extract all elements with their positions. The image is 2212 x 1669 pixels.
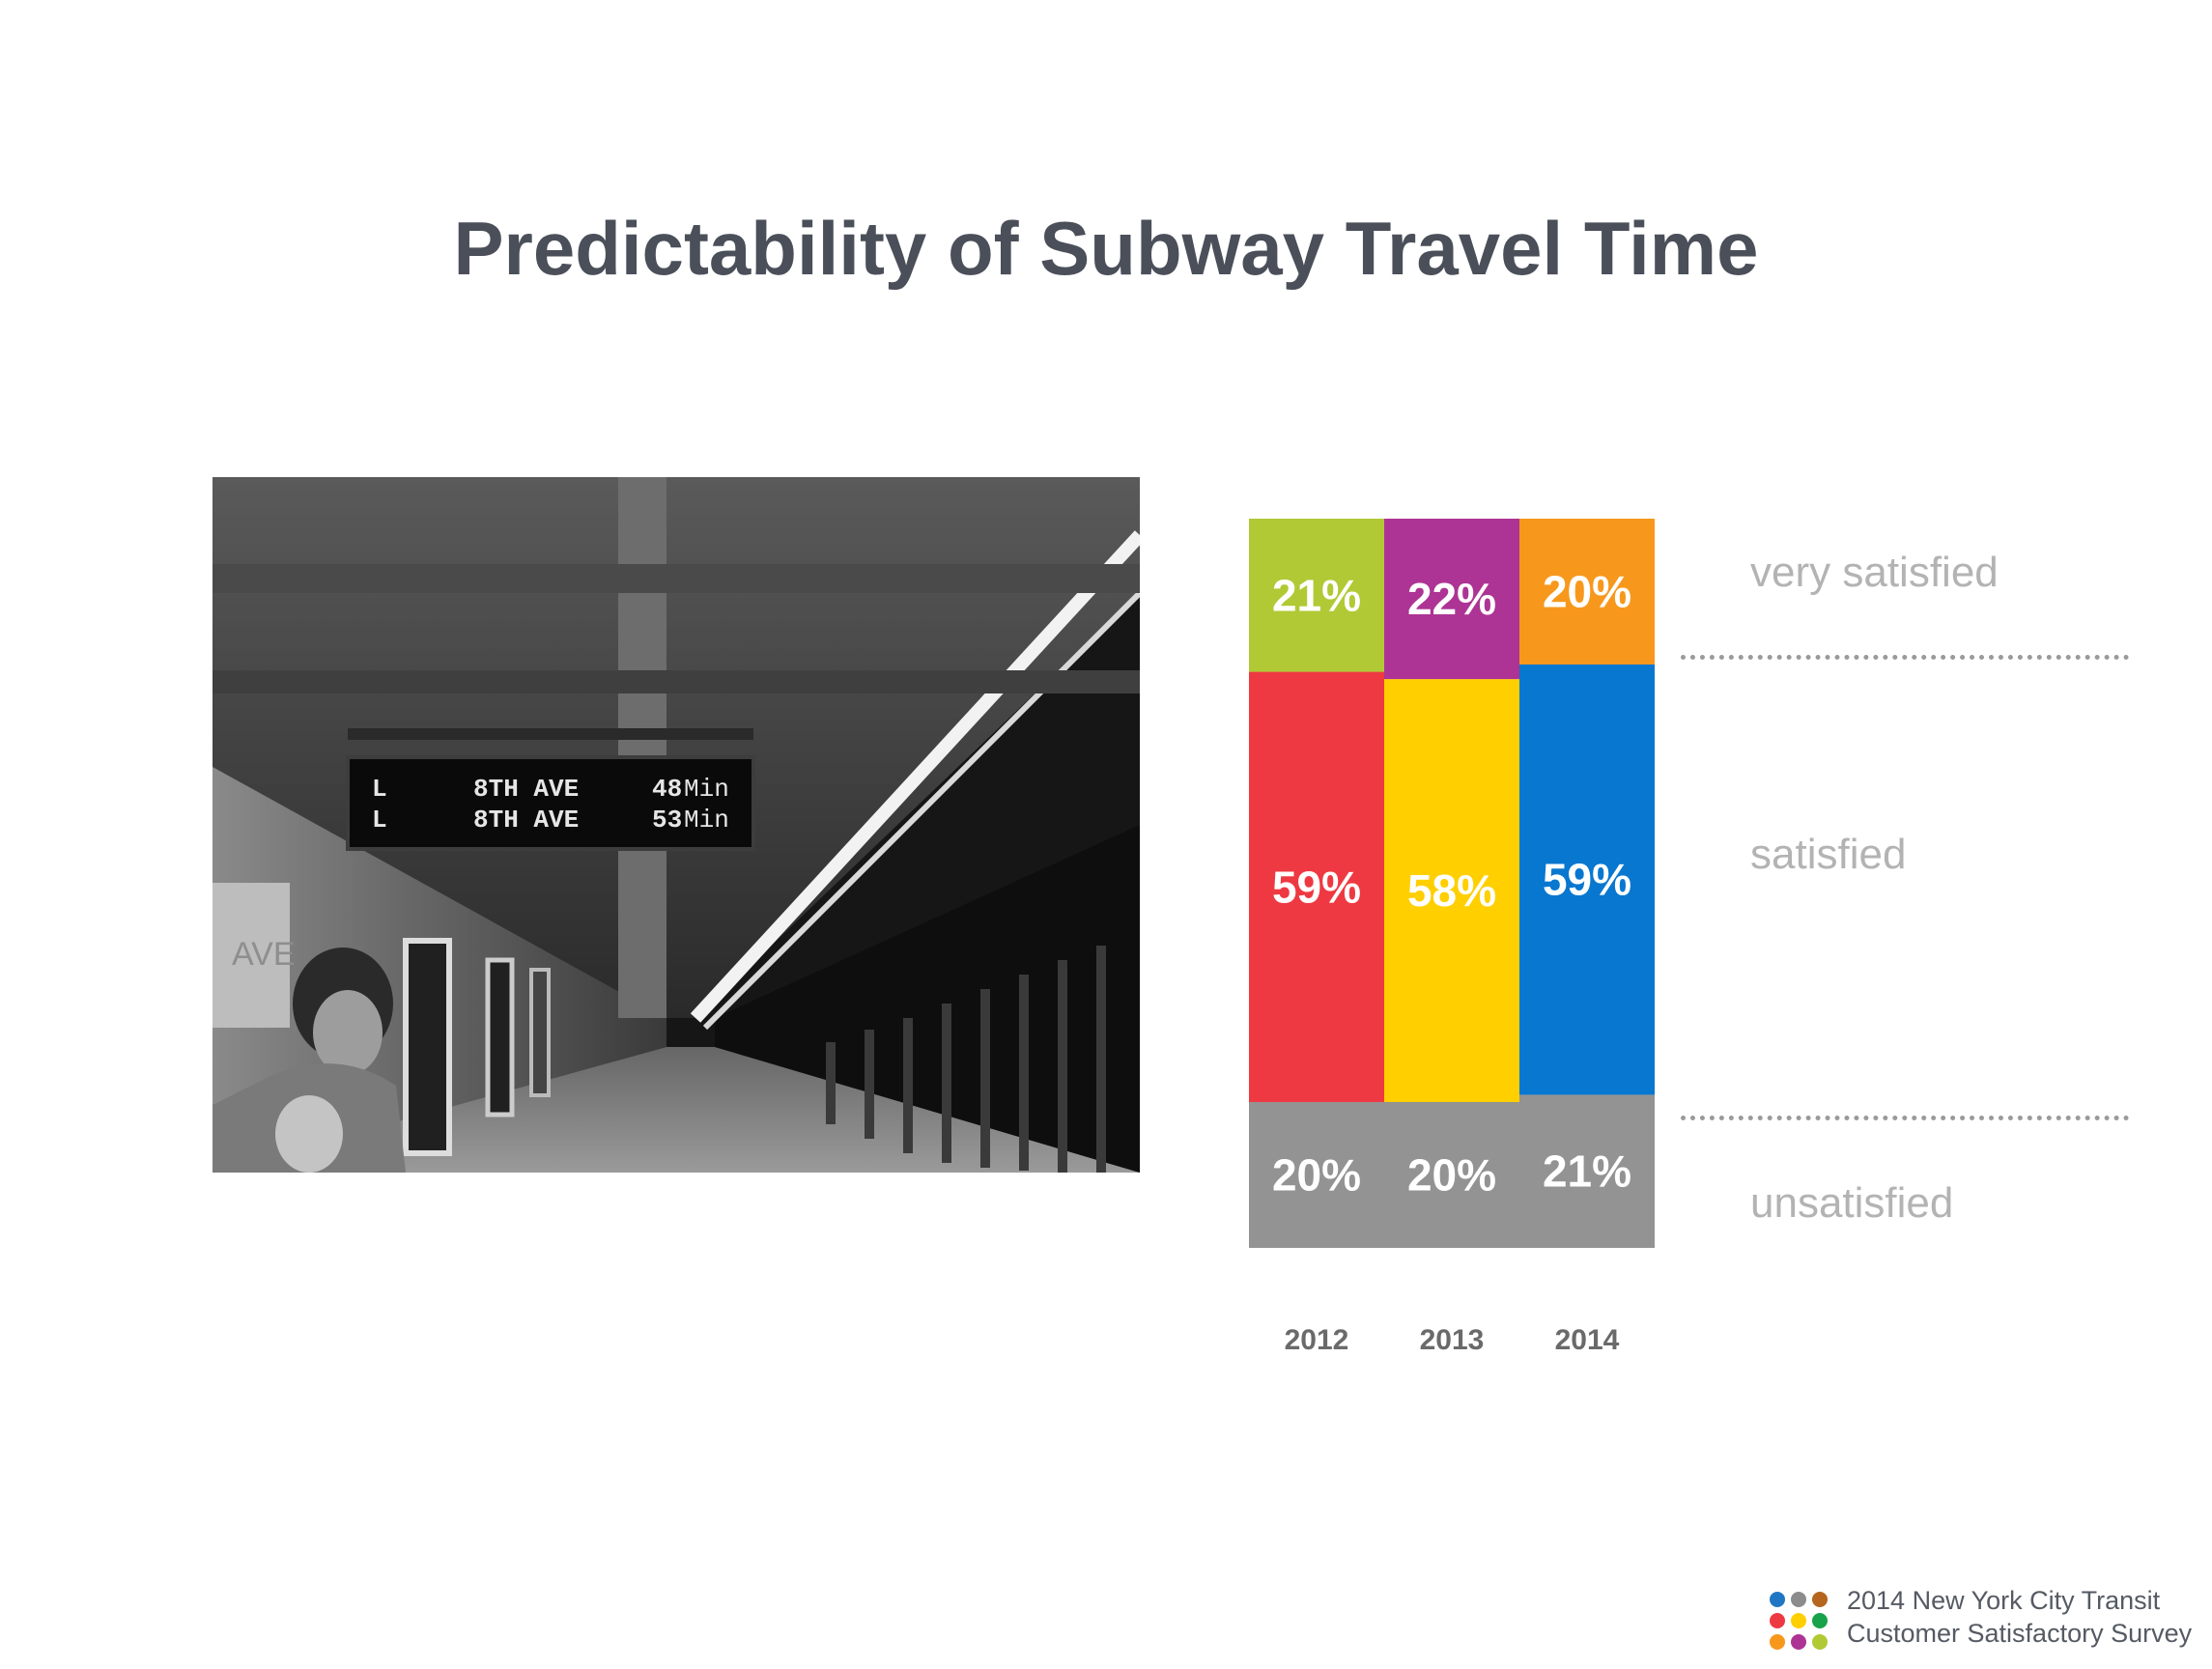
category-label-2013: 2013: [1420, 1324, 1485, 1356]
value-label-satisfied-2014: 59%: [1543, 855, 1631, 905]
value-label-unsatisfied-2013: 20%: [1407, 1150, 1496, 1201]
sign-minutes-1: 48: [652, 775, 682, 804]
legend-satisfied-label: satisfied: [1750, 831, 1907, 878]
survey-logo-icon: [1770, 1592, 1829, 1652]
value-label-unsatisfied-2014: 21%: [1543, 1146, 1631, 1197]
sign-unit-1: Min: [684, 775, 729, 804]
sign-line-2: L: [372, 806, 387, 834]
logo-dot: [1770, 1592, 1785, 1607]
subway-photo-illustration: L 8TH AVE 48 Min L 8TH AVE 53 Min AVE: [213, 477, 1140, 1173]
subway-platform-photo: L 8TH AVE 48 Min L 8TH AVE 53 Min AVE: [213, 477, 1140, 1173]
category-label-2012: 2012: [1285, 1324, 1349, 1356]
bar-satisfied-2012: [1249, 671, 1384, 1102]
bar-satisfied-2013: [1384, 679, 1519, 1102]
sign-destination-1: 8TH AVE: [473, 775, 579, 804]
logo-dot: [1812, 1613, 1828, 1628]
logo-dot: [1791, 1592, 1806, 1607]
value-label-very-satisfied-2014: 20%: [1543, 567, 1631, 617]
bar-unsatisfied-2014: [1519, 1094, 1655, 1248]
legend-very-satisfied-label: very satisfied: [1750, 549, 1999, 596]
sign-unit-2: Min: [684, 806, 729, 834]
sign-destination-2: 8TH AVE: [473, 806, 579, 834]
station-sign-fragment: AVE: [232, 936, 296, 973]
logo-dot: [1770, 1634, 1785, 1650]
bar-satisfied-2014: [1519, 665, 1655, 1095]
bar-unsatisfied-2012: [1249, 1102, 1384, 1248]
bar-very-satisfied-2012: [1249, 519, 1384, 672]
footer-line-2: Customer Satisfactory Survey: [1847, 1619, 2193, 1648]
bar-very-satisfied-2013: [1384, 519, 1519, 680]
category-label-2014: 2014: [1555, 1324, 1620, 1356]
bar-very-satisfied-2014: [1519, 519, 1655, 665]
sign-minutes-2: 53: [652, 806, 682, 834]
value-label-satisfied-2012: 59%: [1272, 862, 1361, 912]
logo-dot: [1791, 1634, 1806, 1650]
logo-dot: [1812, 1634, 1828, 1650]
value-label-very-satisfied-2013: 22%: [1407, 574, 1496, 624]
logo-dot: [1791, 1613, 1806, 1628]
value-label-satisfied-2013: 58%: [1407, 865, 1496, 916]
footer-line-1: 2014 New York City Transit: [1847, 1586, 2161, 1615]
legend-unsatisfied-label: unsatisfied: [1750, 1179, 1954, 1227]
divider-top: [1681, 655, 2129, 660]
value-label-unsatisfied-2012: 20%: [1272, 1150, 1361, 1201]
logo-dot: [1812, 1592, 1828, 1607]
bar-unsatisfied-2013: [1384, 1102, 1519, 1248]
value-label-very-satisfied-2012: 21%: [1272, 570, 1361, 620]
divider-bottom: [1681, 1116, 2129, 1120]
page-title: Predictability of Subway Travel Time: [453, 206, 1759, 291]
sign-line-1: L: [372, 775, 387, 804]
logo-dot: [1770, 1613, 1785, 1628]
